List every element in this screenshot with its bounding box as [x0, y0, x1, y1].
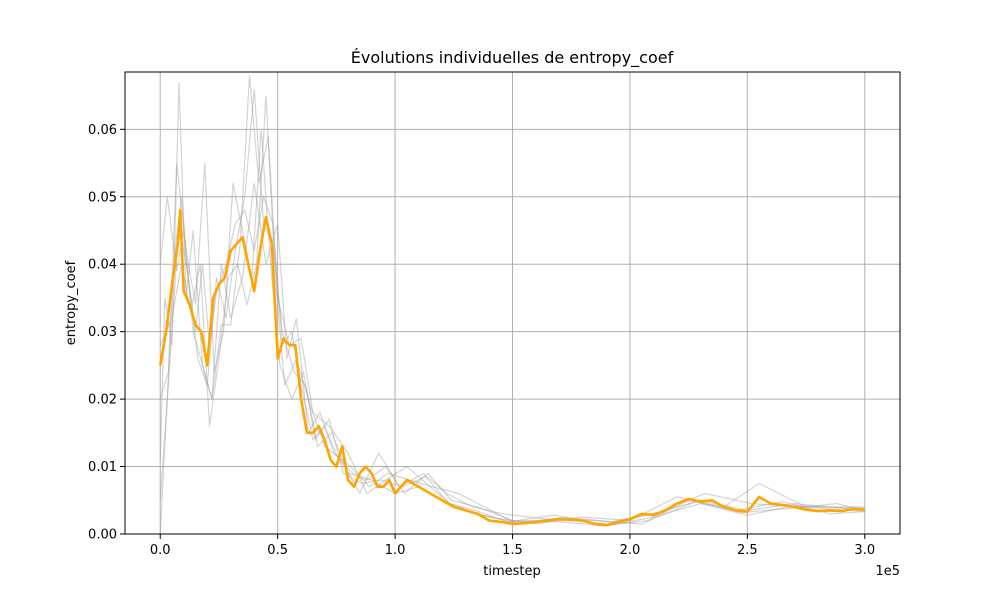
grid: [125, 72, 900, 535]
individual-series-line-6: [159, 129, 865, 527]
x-tick-label: 3.0: [854, 543, 875, 558]
y-tick-label: 0.06: [88, 123, 117, 138]
mean-series-group: [158, 209, 865, 527]
x-tick-label: 0.0: [150, 543, 171, 558]
x-tick-label: 2.0: [620, 543, 641, 558]
x-axis-scale-label: 1e5: [875, 564, 900, 579]
y-tick-label: 0.02: [88, 393, 117, 408]
x-tick-label: 1.0: [385, 543, 406, 558]
y-tick-label: 0.04: [88, 258, 117, 273]
chart-title: Évolutions individuelles de entropy_coef: [351, 48, 674, 68]
x-tick-label: 0.5: [267, 543, 288, 558]
x-axis-ticks: 0.0 0.5 1.0 1.5 2.0 2.5 3.0: [150, 534, 875, 558]
individual-series-line-5: [159, 95, 865, 525]
y-axis-ticks: 0.00 0.01 0.02 0.03 0.04 0.05 0.06: [88, 123, 125, 543]
x-axis-label: timestep: [483, 564, 541, 579]
individual-series-line-3: [159, 88, 865, 527]
x-tick-label: 2.5: [737, 543, 758, 558]
x-tick-label: 1.5: [502, 543, 523, 558]
individual-series-line-2: [159, 75, 865, 525]
individual-series-line-4: [159, 183, 865, 525]
y-tick-label: 0.00: [88, 528, 117, 543]
mean-series-line: [158, 209, 865, 527]
y-axis-label: entropy_coef: [64, 260, 79, 345]
y-tick-label: 0.01: [88, 460, 117, 475]
y-tick-label: 0.03: [88, 325, 117, 340]
y-tick-label: 0.05: [88, 190, 117, 205]
